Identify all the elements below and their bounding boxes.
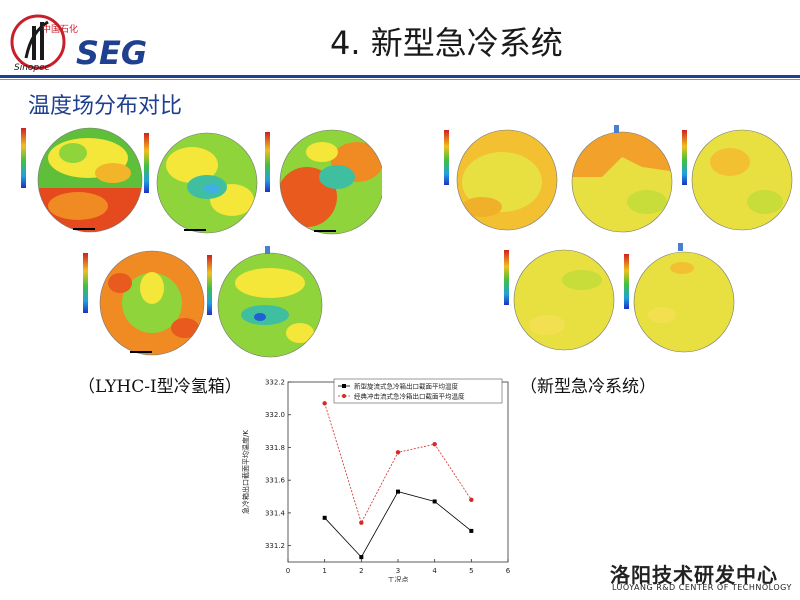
contour-plot-right-5 — [624, 243, 735, 353]
x-tick-label: 6 — [506, 567, 511, 575]
logo-company-text: Sinopec — [14, 63, 50, 73]
series-1-point — [396, 489, 400, 494]
series-line-2 — [324, 403, 472, 524]
chart-legend-box — [333, 378, 503, 404]
title-divider — [0, 75, 800, 78]
x-axis-label: 工况点 — [388, 576, 409, 582]
x-tick-label: 1 — [322, 567, 326, 575]
legend-marker-1 — [342, 384, 346, 388]
logo-cn-text: 中国石化 — [42, 23, 78, 35]
series-2-point — [432, 441, 437, 447]
section-subtitle: 温度场分布对比 — [28, 94, 183, 119]
y-axis-label: 急冷箱出口截面平均温度/K — [241, 430, 250, 514]
temperature-line-chart: 0 1 2 3 4 5 6 331.2 331.4 331.6 331.8 332.0 332.2 工况点… — [241, 378, 511, 583]
y-tick-label: 331.6 — [265, 477, 286, 485]
x-tick-label: 5 — [469, 567, 473, 575]
title-divider-thin — [0, 79, 800, 80]
x-tick-label: 0 — [286, 567, 290, 575]
legend-label-2: 经典冲击流式急冷箱出口截面平均温度 — [354, 392, 465, 401]
legend-label-1: 新型旋流式急冷箱出口截面平均温度 — [354, 382, 459, 391]
y-tick-label: 331.8 — [265, 444, 285, 452]
y-tick-label: 331.2 — [265, 542, 285, 550]
contour-plot-right-2 — [571, 125, 673, 233]
sinopec-seg-logo: 中国石化 Sinopec SEG — [10, 14, 147, 73]
contour-plot-left-1 — [21, 127, 143, 233]
y-tick-label: 332.0 — [265, 411, 285, 419]
footer-org-cn: 洛阳技术研发中心 — [610, 563, 778, 587]
series-line-1 — [324, 491, 472, 558]
legend-marker-2 — [342, 394, 346, 398]
contour-plot-left-5 — [207, 246, 323, 358]
x-tick-label: 2 — [359, 567, 363, 575]
x-tick-label: 4 — [432, 567, 437, 575]
y-tick-label: 332.2 — [265, 379, 285, 387]
contour-plot-left-2 — [144, 132, 258, 234]
logo-brand-text: SEG — [76, 34, 147, 72]
page-title: 4. 新型急冷系统 — [330, 24, 563, 62]
contour-plot-right-3 — [682, 129, 793, 231]
series-2-point — [359, 520, 364, 525]
contour-plot-right-4 — [504, 249, 615, 351]
series-2-point — [395, 450, 401, 455]
x-tick-label: 3 — [396, 567, 400, 575]
series-1-point — [322, 515, 327, 520]
caption-lyhc: （LYHC-Ⅰ型冷氢箱） — [78, 377, 242, 397]
contour-plot-right-1 — [444, 129, 558, 231]
series-1-point — [432, 499, 437, 504]
chart-plot-frame — [287, 381, 509, 563]
footer-org-en: LUOYANG R&D CENTER OF TECHNOLOGY — [612, 583, 792, 592]
y-tick-label: 331.4 — [265, 509, 286, 517]
contour-plot-left-3 — [265, 129, 382, 235]
series-2-point — [469, 497, 474, 503]
series-2-point — [322, 401, 327, 406]
caption-new-system: （新型急冷系统） — [520, 377, 656, 397]
series-1-point — [359, 555, 364, 560]
series-1-point — [469, 528, 474, 533]
contour-plot-left-4 — [83, 250, 205, 356]
